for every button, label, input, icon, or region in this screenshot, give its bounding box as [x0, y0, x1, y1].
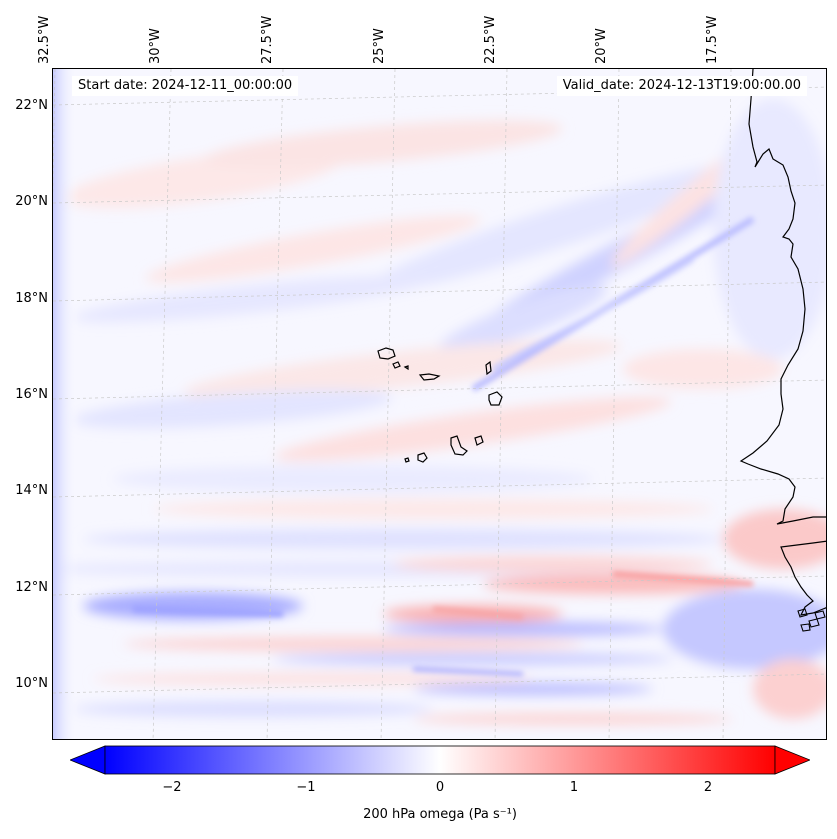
graticule [53, 69, 826, 739]
lon-label-20w: 20°W [594, 28, 609, 64]
africa-coastline [739, 69, 826, 525]
colorbar-max-extend [774, 745, 812, 775]
colorbar-tick-minus1: −1 [296, 780, 316, 795]
colorbar-label: 200 hPa omega (Pa s⁻¹) [363, 807, 517, 822]
colorbar-min-extend [68, 745, 106, 775]
left-edge-band [53, 69, 79, 739]
lat-label-16n: 16°N [15, 387, 48, 402]
lat-label-10n: 10°N [15, 676, 48, 691]
valid-date-label: Valid_date: 2024-12-13T19:00:00.00 [556, 76, 807, 96]
lon-label-25w: 25°W [372, 28, 387, 64]
map-panel[interactable] [52, 68, 827, 740]
field-blobs [53, 99, 826, 725]
colorbar-variable: 200 hPa omega [363, 807, 465, 822]
lon-label-32.5w: 32.5°W [37, 15, 52, 64]
colorbar-tick-0: 0 [435, 780, 445, 795]
start-date-label: Start date: 2024-12-11_00:00:00 [72, 76, 299, 96]
lon-label-17.5w: 17.5°W [705, 15, 720, 64]
omega-field [53, 69, 826, 739]
lat-label-18n: 18°N [15, 291, 48, 306]
colorbar-tick-2: 2 [703, 780, 713, 795]
colorbar-units: Pa s⁻¹ [473, 807, 512, 822]
bissagos-islands [797, 608, 826, 632]
lon-label-30w: 30°W [148, 28, 163, 64]
colorbar-graphic [68, 745, 812, 775]
colorbar-ticks: −2 −1 0 1 2 [0, 780, 837, 798]
africa-coastline-south [780, 540, 826, 616]
lat-label-14n: 14°N [15, 483, 48, 498]
lon-label-27.5w: 27.5°W [260, 15, 275, 64]
field-streaks [132, 216, 755, 676]
cape-verde-islands [377, 347, 503, 463]
lat-label-20n: 20°N [15, 194, 48, 209]
colorbar-tick-1: 1 [569, 780, 579, 795]
lat-label-12n: 12°N [15, 580, 48, 595]
colorbar [68, 745, 812, 775]
lon-label-22.5w: 22.5°W [483, 15, 498, 64]
colorbar-gradient [104, 745, 776, 775]
colorbar-tick-minus2: −2 [162, 780, 182, 795]
lat-label-22n: 22°N [15, 98, 48, 113]
